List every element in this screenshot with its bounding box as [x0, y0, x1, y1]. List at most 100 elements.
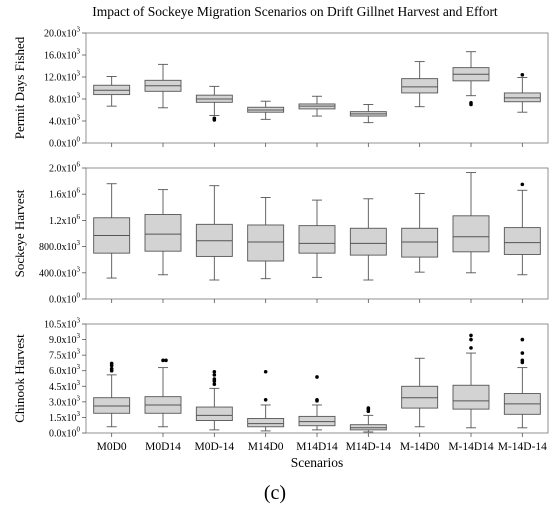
- chart-svg: 0.0x100 4.0x103 8.0x103 12.0x103 16.0x103 20.…: [12, 26, 549, 470]
- y-axis-label: Sockeye Harvest: [12, 189, 27, 277]
- outlier-point: [520, 73, 525, 77]
- x-tick-label: M-14D-14: [498, 441, 547, 453]
- y-tick-label: 7.5x103: [49, 348, 81, 362]
- box-iqr: [503, 92, 541, 103]
- box-M14D-14: [349, 104, 387, 124]
- box-M-14D0: [401, 193, 439, 273]
- y-tick-label: 4.0x103: [49, 114, 81, 128]
- outlier-point: [263, 369, 268, 374]
- y-tick-label: 400.0x103: [39, 265, 81, 279]
- outlier-point: [469, 346, 473, 350]
- box-M0D0: [93, 183, 131, 279]
- box-M14D-14: [349, 406, 387, 433]
- box-iqr: [144, 214, 182, 252]
- panel-2: 0.0x100 400.0x103 800.0x103 1.2x106 1.6x106 2…: [12, 161, 549, 306]
- outlier-point: [109, 366, 114, 371]
- x-tick-label: M14D-14: [346, 441, 392, 453]
- y-tick-label: 0.0x100: [49, 426, 81, 440]
- x-tick-label: M0D0: [97, 441, 127, 453]
- y-tick-label: 2.0x106: [49, 161, 81, 175]
- outlier-point: [469, 337, 473, 342]
- outlier-point: [469, 333, 473, 338]
- outlier-point: [520, 337, 525, 342]
- box-M-14D-14: [503, 182, 541, 276]
- box-iqr: [401, 227, 439, 258]
- box-M-14D0: [401, 61, 439, 108]
- x-tick-label: M14D0: [248, 441, 284, 453]
- box-M0D-14: [195, 85, 233, 122]
- box-M0D0: [93, 75, 131, 107]
- box-M0D14: [144, 63, 182, 109]
- box-iqr: [503, 227, 541, 255]
- outlier-point: [469, 101, 473, 105]
- y-tick-label: 1.5x103: [49, 410, 81, 424]
- box-M-14D14: [452, 333, 490, 429]
- box-M-14D-14: [503, 337, 541, 429]
- x-axis-label: Scenarios: [291, 455, 343, 470]
- x-tick-label: M0D-14: [195, 441, 235, 453]
- box-M14D-14: [349, 198, 387, 281]
- box-M0D-14: [195, 185, 233, 281]
- outlier-point: [164, 358, 168, 363]
- box-iqr: [247, 418, 285, 428]
- x-tick-label: M-14D0: [400, 441, 440, 453]
- y-tick-label: 1.6x106: [49, 187, 81, 201]
- y-tick-label: 0.0x100: [49, 136, 81, 150]
- outlier-point: [109, 361, 114, 366]
- box-M14D0: [247, 369, 285, 432]
- box-iqr: [349, 227, 387, 256]
- y-tick-label: 10.5x103: [44, 317, 81, 331]
- y-tick-label: 8.0x103: [49, 92, 81, 106]
- y-tick-label: 4.5x103: [49, 379, 81, 393]
- outlier-point: [212, 116, 217, 121]
- box-M0D14: [144, 358, 182, 428]
- y-tick-label: 16.0x103: [44, 48, 81, 62]
- box-M-14D-14: [503, 73, 541, 113]
- y-tick-label: 0.0x100: [49, 292, 81, 306]
- box-iqr: [401, 385, 439, 409]
- outlier-point: [520, 182, 525, 187]
- figure-caption: (c): [263, 482, 287, 504]
- box-M-14D0: [401, 357, 439, 428]
- outlier-point: [366, 406, 371, 410]
- y-tick-label: 1.2x106: [49, 213, 81, 227]
- box-iqr: [452, 215, 490, 253]
- y-tick-label: 6.0x103: [49, 363, 81, 377]
- box-M14D0: [247, 197, 285, 280]
- outlier-point: [263, 397, 268, 402]
- y-axis-label: Permit Days Fished: [12, 36, 27, 139]
- outlier-point: [520, 358, 525, 363]
- box-M14D0: [247, 100, 285, 120]
- y-axis-label: Chinook Harvest: [12, 334, 27, 423]
- y-tick-label: 3.0x103: [49, 394, 81, 408]
- x-tick-label: M0D14: [145, 441, 181, 453]
- outlier-point: [315, 397, 319, 402]
- box-M0D0: [93, 361, 131, 428]
- box-iqr: [247, 224, 285, 262]
- outlier-point: [212, 369, 217, 374]
- box-iqr: [195, 406, 233, 421]
- outlier-point: [520, 351, 525, 355]
- box-iqr: [298, 415, 336, 427]
- box-M0D14: [144, 189, 182, 276]
- box-M14D14: [298, 375, 336, 431]
- box-M-14D14: [452, 172, 490, 274]
- box-iqr: [298, 225, 336, 254]
- y-tick-label: 12.0x103: [44, 70, 81, 84]
- outlier-point: [212, 382, 217, 387]
- x-tick-label: M-14D14: [448, 441, 494, 453]
- box-M0D-14: [195, 369, 233, 431]
- outlier-point: [315, 375, 319, 379]
- outlier-point: [212, 377, 217, 381]
- outlier-point: [212, 373, 217, 377]
- x-tick-label: M14D14: [296, 441, 338, 453]
- box-M14D14: [298, 95, 336, 117]
- box-iqr: [401, 78, 439, 94]
- outlier-point: [161, 358, 165, 363]
- box-iqr: [93, 397, 131, 414]
- box-iqr: [349, 424, 387, 431]
- figure-title: Impact of Sockeye Migration Scenarios on…: [92, 4, 498, 19]
- y-tick-label: 9.0x103: [49, 332, 81, 346]
